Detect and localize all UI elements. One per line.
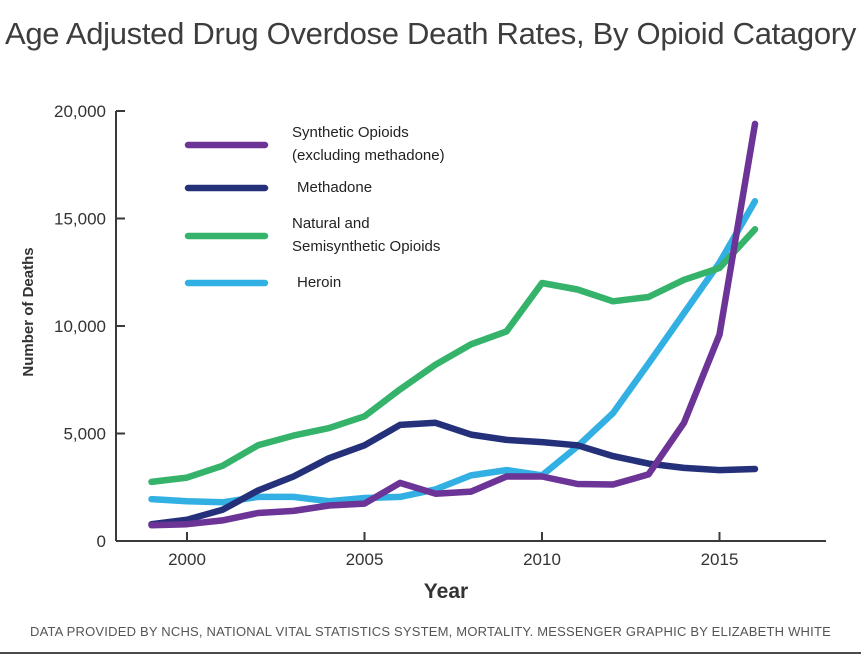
- legend-label: Heroin: [297, 274, 341, 291]
- legend-label: Natural and: [292, 215, 370, 232]
- x-tick-label: 2005: [346, 550, 384, 569]
- legend-label: Methadone: [297, 179, 372, 196]
- x-tick-label: 2015: [701, 550, 739, 569]
- series-line-heroin: [148, 198, 759, 506]
- bottom-divider: [0, 652, 861, 654]
- series-line-synthetic-opioids-excluding-methadone: [148, 120, 759, 529]
- footer-credit: DATA PROVIDED BY NCHS, NATIONAL VITAL ST…: [30, 624, 831, 639]
- y-tick-label: 15,000: [54, 210, 106, 229]
- x-axis-title: Year: [424, 580, 468, 603]
- y-tick-label: 10,000: [54, 317, 106, 336]
- series-line-natural-and-semisynthetic-opioids: [148, 226, 759, 486]
- legend-label: Synthetic Opioids: [292, 124, 409, 141]
- legend: Synthetic Opioids (excluding methadone) Me…: [184, 124, 445, 291]
- x-tick-label: 2000: [168, 550, 206, 569]
- y-tick-label: 5,000: [63, 425, 106, 444]
- y-axis-title: Number of Deaths: [20, 247, 37, 376]
- series-lines: [148, 120, 759, 529]
- legend-label: (excluding methadone): [292, 147, 445, 164]
- x-tick-label: 2010: [523, 550, 561, 569]
- y-tick-label: 20,000: [54, 102, 106, 121]
- legend-label: Semisynthetic Opioids: [292, 238, 440, 255]
- chart-title: Age Adjusted Drug Overdose Death Rates, …: [4, 16, 857, 51]
- axes: 0 5,000 10,000 15,000 20,000 2000 2005 2010 2015…: [20, 102, 826, 603]
- series-line-methadone: [148, 419, 759, 528]
- y-tick-label: 0: [97, 532, 106, 551]
